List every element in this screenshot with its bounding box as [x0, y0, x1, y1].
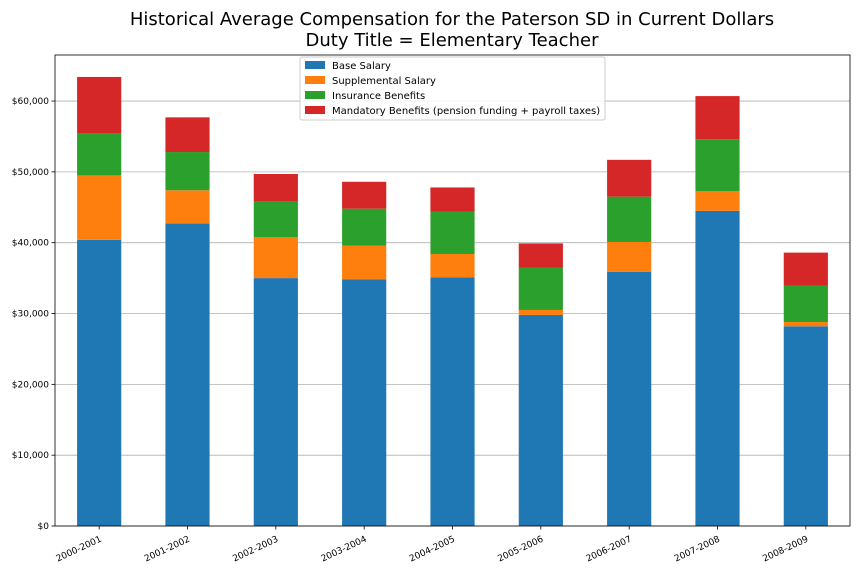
bar-base-salary — [253, 278, 298, 526]
y-tick-label: $30,000 — [12, 310, 49, 320]
bar-insurance-benefits — [695, 139, 740, 191]
bar-insurance-benefits — [253, 201, 298, 238]
legend: Base Salary Supplemental Salary Insuranc… — [299, 56, 606, 121]
bar-supplemental-salary — [77, 175, 122, 240]
y-tick-label: $20,000 — [12, 380, 49, 390]
x-tick-label: 2006-2007 — [585, 535, 634, 565]
chart-title: Historical Average Compensation for the … — [130, 9, 774, 30]
legend-swatch-supplemental-salary — [305, 76, 325, 84]
x-axis-ticks: 2000-2001 2001-2002 2002-2003 2003-2004 2004… — [55, 526, 810, 565]
legend-label-supplemental-salary: Supplemental Salary — [332, 76, 436, 87]
bar-supplemental-salary — [518, 309, 563, 315]
x-tick-label: 2004-2005 — [408, 535, 457, 565]
bar-base-salary — [695, 210, 740, 526]
y-tick-label: $60,000 — [12, 97, 49, 107]
x-tick-label: 2002-2003 — [231, 535, 280, 565]
bar-supplemental-salary — [783, 322, 828, 327]
x-tick-label: 2001-2002 — [143, 535, 192, 565]
bar-supplemental-salary — [695, 190, 740, 211]
bar-base-salary — [607, 271, 652, 526]
bars — [77, 76, 828, 526]
y-axis-ticks: $0 $10,000 $20,000 $30,000 $40,000 $50,000 $60… — [12, 97, 55, 532]
bar-mandatory-benefits — [695, 96, 740, 140]
bar-insurance-benefits — [165, 152, 210, 191]
legend-swatch-base-salary — [305, 61, 325, 69]
bar-insurance-benefits — [607, 196, 652, 242]
x-tick-label: 2008-2009 — [761, 535, 810, 565]
bar-base-salary — [783, 326, 828, 526]
bar-base-salary — [77, 239, 122, 526]
bar-base-salary — [430, 277, 475, 526]
y-tick-label: $10,000 — [12, 451, 49, 461]
bar-supplemental-salary — [607, 241, 652, 272]
legend-label-mandatory-benefits: Mandatory Benefits (pension funding + pa… — [332, 106, 600, 117]
bar-base-salary — [165, 223, 210, 526]
bar-mandatory-benefits — [783, 252, 828, 286]
x-tick-label: 2000-2001 — [55, 535, 104, 565]
bar-mandatory-benefits — [77, 76, 122, 134]
legend-label-base-salary: Base Salary — [332, 61, 391, 72]
chart-subtitle: Duty Title = Elementary Teacher — [306, 30, 600, 51]
y-tick-label: $50,000 — [12, 168, 49, 178]
x-tick-label: 2003-2004 — [320, 535, 369, 565]
bar-supplemental-salary — [253, 237, 298, 279]
x-tick-label: 2007-2008 — [673, 535, 722, 565]
bar-insurance-benefits — [783, 285, 828, 323]
y-tick-label: $0 — [38, 522, 50, 532]
bar-supplemental-salary — [430, 254, 475, 278]
bar-insurance-benefits — [77, 133, 122, 176]
bar-insurance-benefits — [518, 267, 563, 310]
bar-mandatory-benefits — [607, 159, 652, 197]
legend-frame — [299, 56, 606, 121]
y-tick-label: $40,000 — [12, 239, 49, 249]
bar-supplemental-salary — [342, 245, 387, 280]
bar-mandatory-benefits — [430, 187, 475, 212]
bar-mandatory-benefits — [518, 243, 563, 268]
bar-supplemental-salary — [165, 190, 210, 224]
bar-mandatory-benefits — [342, 181, 387, 209]
legend-swatch-mandatory-benefits — [305, 106, 325, 114]
bar-mandatory-benefits — [253, 173, 298, 202]
bar-mandatory-benefits — [165, 117, 210, 153]
x-tick-label: 2005-2006 — [496, 535, 545, 565]
bar-insurance-benefits — [342, 208, 387, 246]
bar-base-salary — [342, 279, 387, 526]
legend-swatch-insurance-benefits — [305, 91, 325, 99]
bar-base-salary — [518, 314, 563, 526]
legend-label-insurance-benefits: Insurance Benefits — [332, 91, 425, 102]
bar-insurance-benefits — [430, 211, 475, 255]
